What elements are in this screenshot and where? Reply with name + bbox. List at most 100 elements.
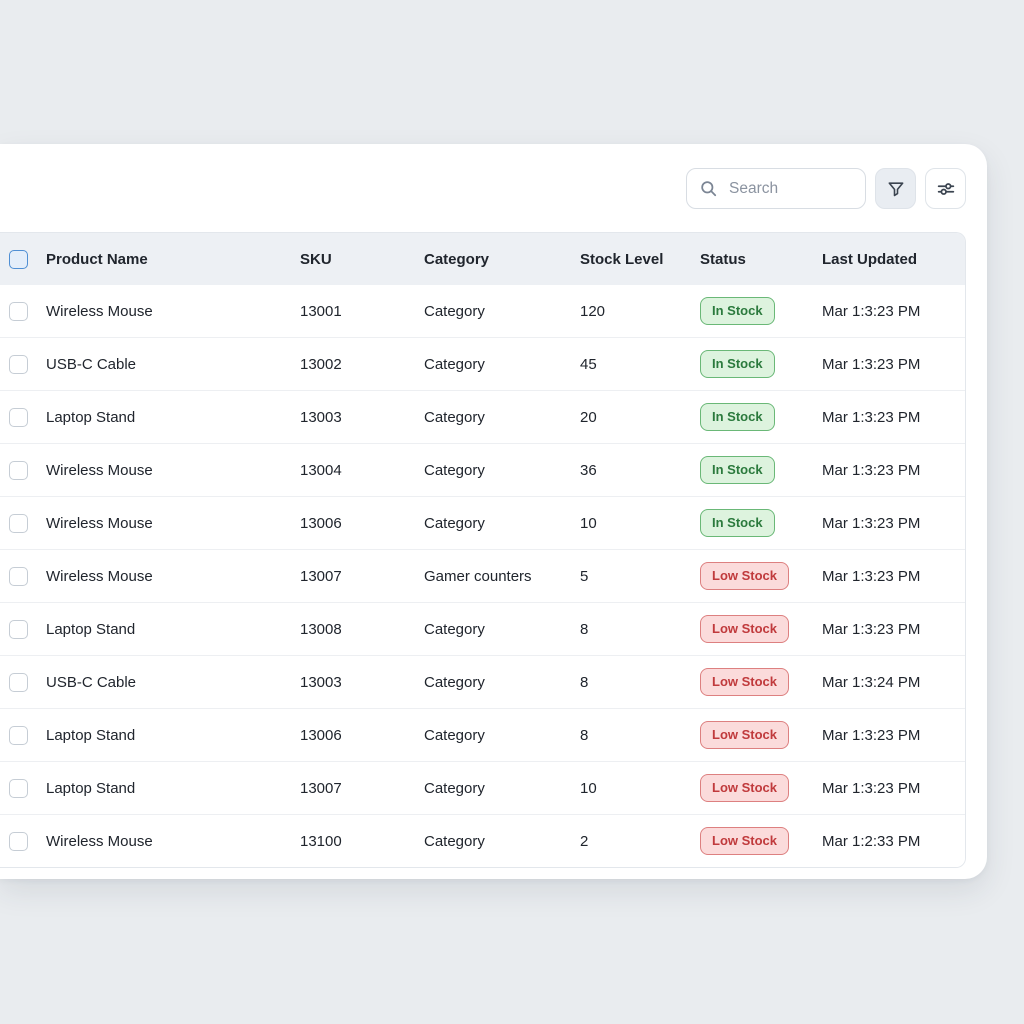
- status-badge: Low Stock: [700, 615, 790, 643]
- cell-stock-level: 120: [580, 302, 606, 320]
- cell-category: Category: [424, 779, 485, 797]
- table-header-row: Product Name SKU Category Stock Level St…: [0, 233, 965, 285]
- row-checkbox[interactable]: [9, 460, 28, 480]
- row-checkbox[interactable]: [9, 301, 28, 321]
- cell-category: Category: [424, 408, 485, 426]
- cell-status: Low Stock: [700, 774, 822, 802]
- cell-status: In Stock: [700, 456, 822, 484]
- cell-last-updated: Mar 1:3:23 PM: [822, 408, 921, 426]
- status-badge: In Stock: [700, 297, 775, 325]
- sliders-icon: [935, 178, 957, 200]
- cell-sku: 13001: [300, 302, 342, 320]
- cell-product-name: Laptop Stand: [46, 726, 136, 744]
- table-row[interactable]: Wireless Mouse 13100 Category 2 Low Stoc…: [0, 814, 965, 867]
- table-row[interactable]: Laptop Stand 13007 Category 10 Low Stock…: [0, 761, 965, 814]
- table-row[interactable]: Wireless Mouse 13001 Category 120 In Sto…: [0, 285, 965, 337]
- cell-product-name: Wireless Mouse: [46, 302, 153, 320]
- table-row[interactable]: Laptop Stand 13006 Category 8 Low Stock …: [0, 708, 965, 761]
- table-row[interactable]: Laptop Stand 13008 Category 8 Low Stock …: [0, 602, 965, 655]
- cell-status: In Stock: [700, 297, 822, 325]
- cell-category: Category: [424, 726, 485, 744]
- cell-last-updated: Mar 1:3:23 PM: [822, 779, 921, 797]
- cell-product-name: Laptop Stand: [46, 620, 136, 638]
- cell-product-name: Wireless Mouse: [46, 832, 153, 850]
- table-row[interactable]: USB-C Cable 13003 Category 8 Low Stock M…: [0, 655, 965, 708]
- column-header-stock-level[interactable]: Stock Level: [580, 250, 664, 268]
- cell-product-name: Wireless Mouse: [46, 461, 153, 479]
- cell-stock-level: 8: [580, 673, 589, 691]
- cell-status: In Stock: [700, 509, 822, 537]
- status-badge: In Stock: [700, 350, 775, 378]
- cell-product-name: Laptop Stand: [46, 779, 136, 797]
- column-header-last-updated[interactable]: Last Updated: [822, 250, 918, 268]
- status-badge: In Stock: [700, 403, 775, 431]
- table-body: Wireless Mouse 13001 Category 120 In Sto…: [0, 285, 965, 867]
- cell-last-updated: Mar 1:3:23 PM: [822, 620, 921, 638]
- column-header-product-name[interactable]: Product Name: [46, 250, 148, 268]
- cell-product-name: Wireless Mouse: [46, 514, 153, 532]
- cell-status: Low Stock: [700, 668, 822, 696]
- cell-sku: 13007: [300, 779, 342, 797]
- filter-button[interactable]: [875, 168, 916, 209]
- status-badge: In Stock: [700, 509, 775, 537]
- cell-product-name: USB-C Cable: [46, 673, 137, 691]
- row-checkbox[interactable]: [9, 619, 28, 639]
- row-checkbox[interactable]: [9, 566, 28, 586]
- cell-category: Category: [424, 461, 485, 479]
- column-header-sku[interactable]: SKU: [300, 250, 332, 268]
- cell-last-updated: Mar 1:3:23 PM: [822, 355, 921, 373]
- table-row[interactable]: Laptop Stand 13003 Category 20 In Stock …: [0, 390, 965, 443]
- search-icon: [699, 179, 718, 198]
- table-row[interactable]: Wireless Mouse 13006 Category 10 In Stoc…: [0, 496, 965, 549]
- cell-stock-level: 2: [580, 832, 589, 850]
- cell-sku: 13003: [300, 673, 342, 691]
- status-badge: Low Stock: [700, 827, 790, 855]
- cell-stock-level: 10: [580, 779, 597, 797]
- select-all-checkbox[interactable]: [9, 249, 28, 269]
- status-badge: Low Stock: [700, 774, 790, 802]
- cell-last-updated: Mar 1:3:23 PM: [822, 461, 921, 479]
- status-badge: Low Stock: [700, 562, 790, 590]
- row-checkbox[interactable]: [9, 407, 28, 427]
- status-badge: In Stock: [700, 456, 775, 484]
- table-row[interactable]: Wireless Mouse 13007 Gamer counters 5 Lo…: [0, 549, 965, 602]
- cell-sku: 13006: [300, 514, 342, 532]
- cell-last-updated: Mar 1:3:24 PM: [822, 673, 921, 691]
- row-checkbox[interactable]: [9, 778, 28, 798]
- cell-stock-level: 5: [580, 567, 589, 585]
- cell-sku: 13100: [300, 832, 342, 850]
- cell-last-updated: Mar 1:3:23 PM: [822, 302, 921, 320]
- filter-icon: [886, 179, 906, 199]
- search-input[interactable]: [727, 178, 853, 199]
- cell-sku: 13003: [300, 408, 342, 426]
- row-checkbox[interactable]: [9, 354, 28, 374]
- cell-last-updated: Mar 1:3:23 PM: [822, 726, 921, 744]
- row-checkbox[interactable]: [9, 831, 28, 851]
- cell-last-updated: Mar 1:3:23 PM: [822, 514, 921, 532]
- row-checkbox[interactable]: [9, 672, 28, 692]
- cell-category: Category: [424, 302, 485, 320]
- cell-stock-level: 36: [580, 461, 597, 479]
- cell-product-name: USB-C Cable: [46, 355, 137, 373]
- search-box[interactable]: [686, 168, 866, 209]
- status-badge: Low Stock: [700, 721, 790, 749]
- cell-stock-level: 10: [580, 514, 597, 532]
- cell-category: Gamer counters: [424, 567, 532, 585]
- cell-last-updated: Mar 1:3:23 PM: [822, 567, 921, 585]
- table-row[interactable]: Wireless Mouse 13004 Category 36 In Stoc…: [0, 443, 965, 496]
- cell-stock-level: 45: [580, 355, 597, 373]
- cell-sku: 13004: [300, 461, 342, 479]
- cell-status: Low Stock: [700, 827, 822, 855]
- settings-button[interactable]: [925, 168, 966, 209]
- cell-status: In Stock: [700, 350, 822, 378]
- column-header-category[interactable]: Category: [424, 250, 490, 268]
- cell-category: Category: [424, 620, 485, 638]
- cell-status: Low Stock: [700, 721, 822, 749]
- cell-stock-level: 8: [580, 620, 589, 638]
- cell-last-updated: Mar 1:2:33 PM: [822, 832, 921, 850]
- table-row[interactable]: USB-C Cable 13002 Category 45 In Stock M…: [0, 337, 965, 390]
- toolbar: [0, 144, 987, 232]
- row-checkbox[interactable]: [9, 725, 28, 745]
- row-checkbox[interactable]: [9, 513, 28, 533]
- column-header-status[interactable]: Status: [700, 250, 746, 268]
